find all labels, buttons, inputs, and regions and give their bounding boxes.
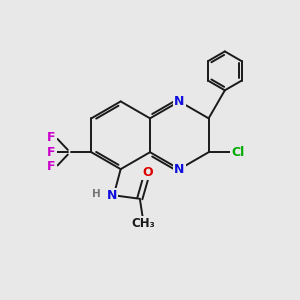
Text: H: H [92, 189, 101, 199]
Text: N: N [174, 95, 184, 108]
Text: CH₃: CH₃ [131, 217, 154, 230]
Text: O: O [142, 166, 153, 179]
Text: F: F [47, 146, 56, 159]
Text: Cl: Cl [232, 146, 245, 159]
Text: F: F [47, 160, 56, 173]
Text: N: N [107, 189, 117, 202]
Text: N: N [174, 163, 184, 176]
Text: F: F [47, 131, 56, 144]
